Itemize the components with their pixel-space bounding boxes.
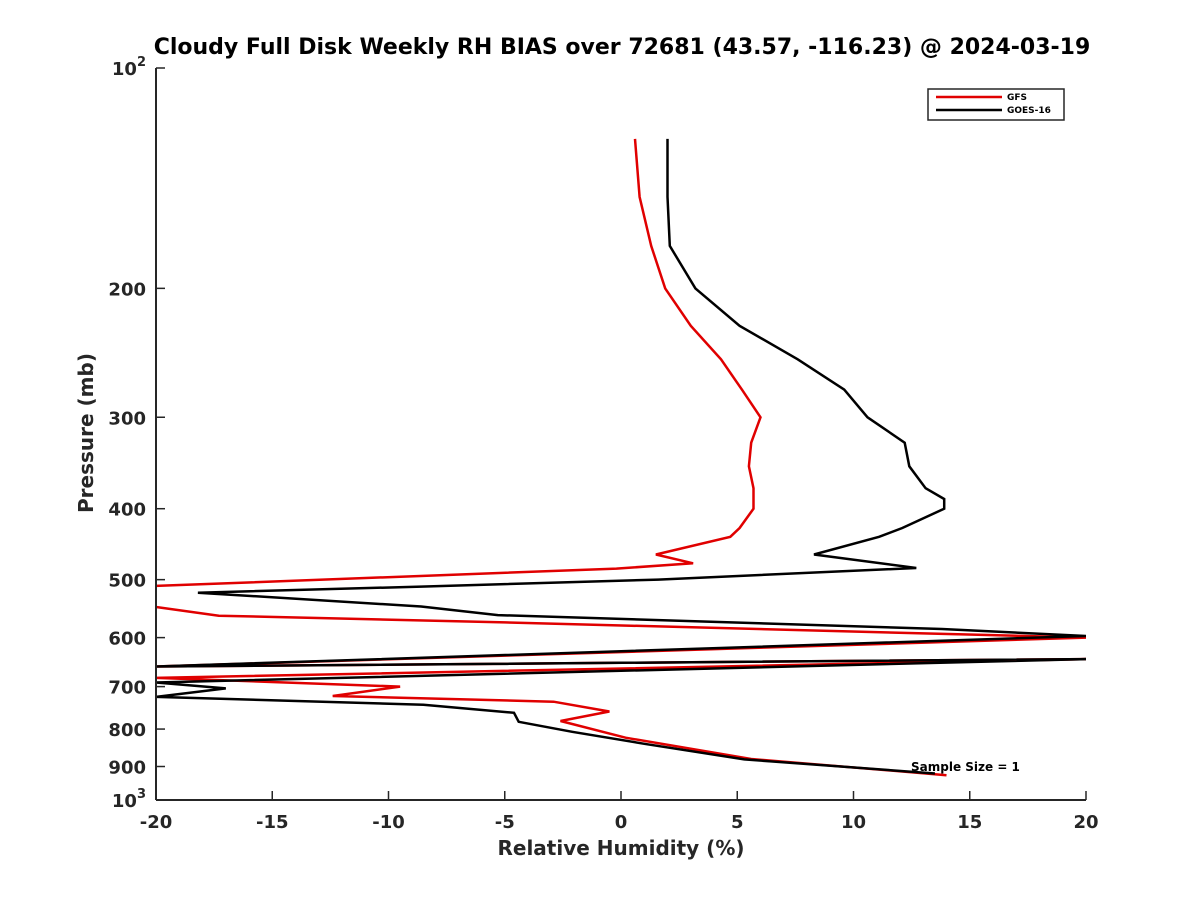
x-tick-label: 0 xyxy=(615,812,628,833)
y-tick-label: 300 xyxy=(108,408,146,429)
series-layer xyxy=(156,138,1086,777)
legend: GFS GOES-16 xyxy=(927,88,1065,121)
x-tick-label: -15 xyxy=(256,812,289,833)
plot-area xyxy=(155,68,1086,801)
sample-size-annotation: Sample Size = 1 xyxy=(911,760,1020,774)
y-tick-label: 700 xyxy=(108,678,146,699)
plot-background xyxy=(156,68,1086,800)
legend-box xyxy=(927,88,1065,121)
x-tick-label: -10 xyxy=(372,812,405,833)
legend-label-gfs: GFS xyxy=(1007,93,1027,103)
y-axis-label: Pressure (mb) xyxy=(74,353,98,513)
x-tick-label: -5 xyxy=(495,812,515,833)
x-tick-label: 15 xyxy=(957,812,982,833)
x-axis-label: Relative Humidity (%) xyxy=(497,836,744,860)
y-tick-label: 800 xyxy=(108,720,146,741)
y-tick-label: 900 xyxy=(108,758,146,779)
x-tick-label: -20 xyxy=(140,812,173,833)
y-tick-label: 102 xyxy=(112,55,146,80)
y-tick-label: 400 xyxy=(108,500,146,521)
x-tick-label: 10 xyxy=(841,812,866,833)
series-line-goes16 xyxy=(156,138,1086,775)
x-axis-ticks: -20 -15 -10 -5 0 5 10 15 20 xyxy=(140,791,1099,833)
chart-title: Cloudy Full Disk Weekly RH BIAS over 726… xyxy=(154,35,1091,60)
y-tick-label: 600 xyxy=(108,629,146,650)
series-line-gfs xyxy=(156,138,1086,777)
y-tick-label: 103 xyxy=(112,787,146,812)
x-tick-label: 5 xyxy=(731,812,744,833)
legend-label-goes16: GOES-16 xyxy=(1007,106,1051,116)
x-tick-label: 20 xyxy=(1073,812,1098,833)
y-tick-label: 500 xyxy=(108,571,146,592)
y-tick-label: 200 xyxy=(108,279,146,300)
y-axis-ticks: 102 200 300 400 500 600 700 800 900 103 xyxy=(108,55,165,812)
